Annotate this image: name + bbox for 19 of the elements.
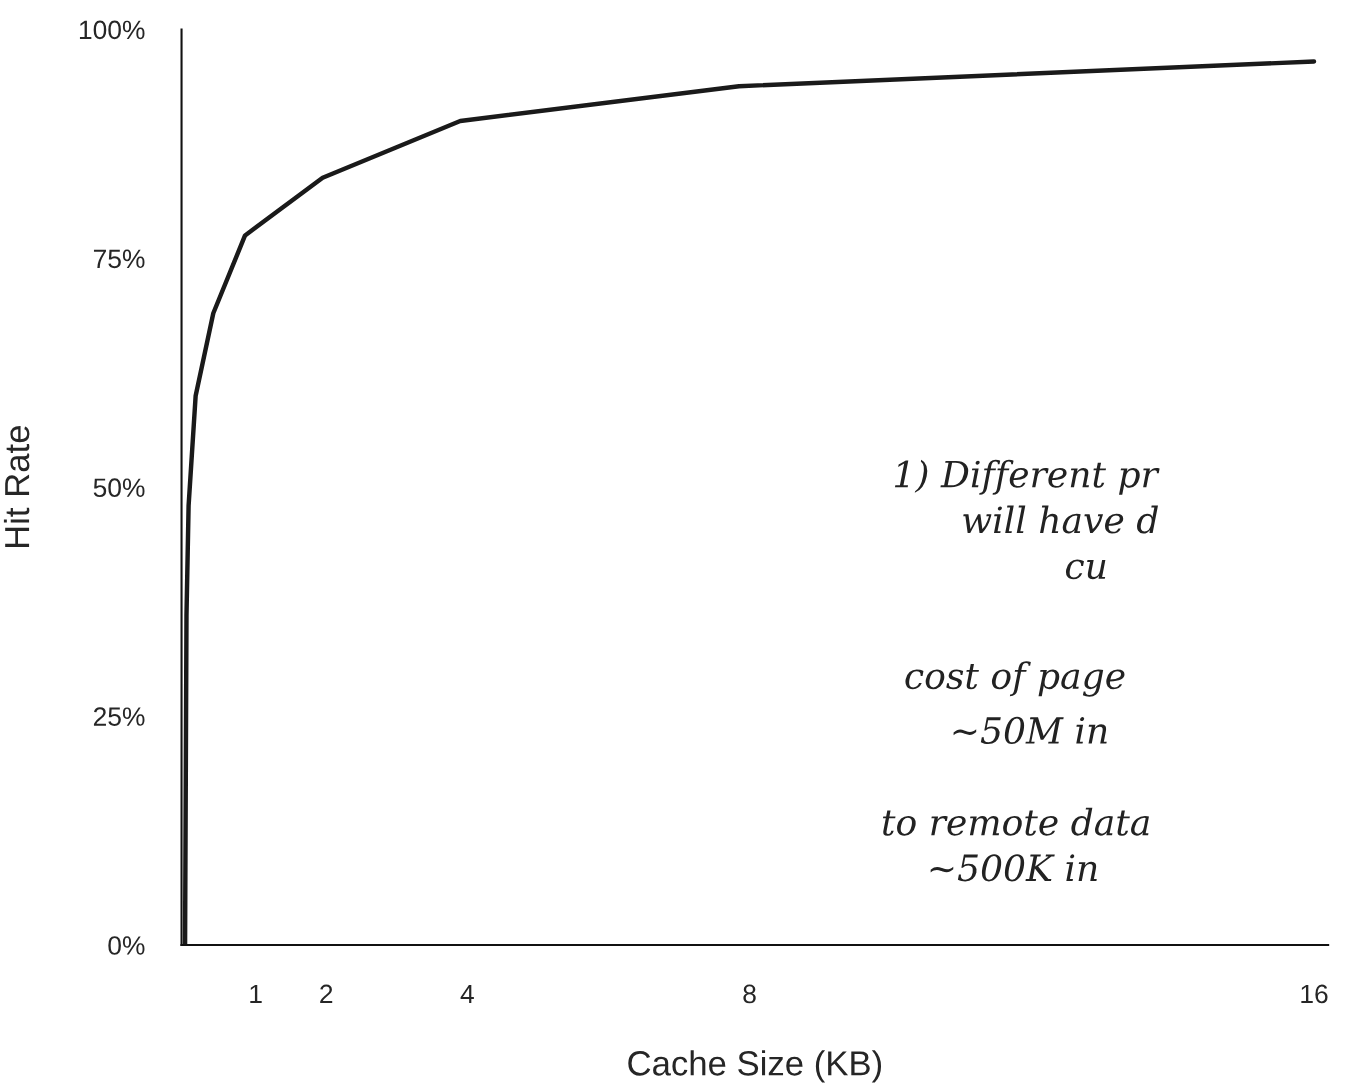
annotation: will have d [963, 505, 1158, 534]
annotation: 1) Different pr [894, 459, 1160, 495]
x-tick-label: 8 [743, 984, 756, 1004]
annotation: ~500K in [930, 854, 1097, 882]
y-tick-label: 50% [93, 478, 145, 498]
x-tick-label: 1 [250, 984, 262, 1004]
x-tick-label: 2 [320, 984, 333, 1004]
annotation: to remote data [882, 807, 1149, 836]
y-tick-label: 0% [108, 936, 145, 955]
x-tick-label: 16 [1301, 984, 1328, 1004]
x-tick-label: 4 [460, 984, 474, 1004]
annotation: cu [1065, 559, 1106, 580]
annotation: cost of page [905, 661, 1125, 697]
y-tick-label: 100% [79, 20, 145, 40]
y-axis-title: Hit Rate [3, 426, 30, 548]
annotation: ~50M in [953, 716, 1107, 745]
x-axis-title: Cache Size (KB) [628, 1050, 882, 1083]
y-tick-label: 25% [93, 707, 145, 726]
y-tick-label: 75% [93, 249, 145, 269]
